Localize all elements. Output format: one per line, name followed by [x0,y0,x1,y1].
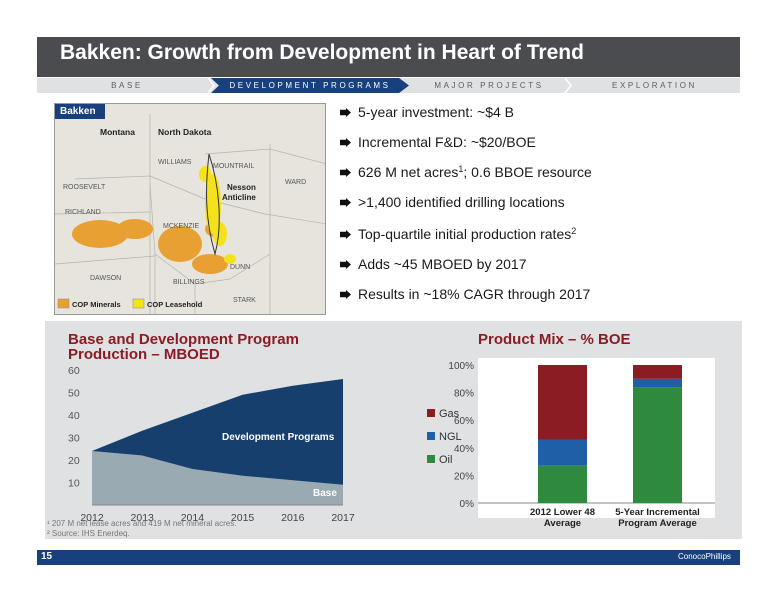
arrow-bullet-icon [340,230,351,239]
map-graphic: Montana North Dakota WILLIAMS MOUNTRAIL … [55,114,325,314]
state-label-north-dakota: North Dakota [158,127,212,137]
cop-leasehold-area [199,166,236,264]
product-mix-plot-bg [478,358,715,518]
legend-label-minerals: COP Minerals [72,300,121,309]
footnote-1: ¹ 207 M net lease acres and 419 M net mi… [47,519,237,528]
arrow-bullet-icon [340,260,351,269]
map-title: Bakken [55,104,105,119]
nav-bar: BASE DEVELOPMENT PROGRAMS MAJOR PROJECTS… [37,78,740,93]
arrow-bullet-icon [340,168,351,177]
nav-major-projects[interactable]: MAJOR PROJECTS [434,81,544,90]
county-label: MOUNTRAIL [213,163,254,170]
nav-development-programs[interactable]: DEVELOPMENT PROGRAMS [229,81,391,90]
county-label: WILLIAMS [158,159,192,166]
arrow-bullet-icon [340,138,351,147]
page-number: 15 [41,551,53,562]
county-label: RICHLAND [65,209,101,216]
production-chart-title: Base and Development Program Production … [68,331,299,363]
county-label: ROOSEVELT [63,184,106,191]
county-label: WARD [285,179,306,186]
legend-swatch-minerals [57,298,70,309]
chevron-right-icon [564,78,572,93]
legend-swatch-leasehold [132,298,145,309]
county-label: DAWSON [90,275,121,282]
chevron-right-icon [207,78,215,93]
anticline-label: Anticline [222,193,256,202]
nesson-anticline-outline [206,153,220,256]
county-label: MCKENZIE [163,223,200,230]
nesson-label: Nesson [227,183,256,192]
footer-bar [37,550,740,565]
arrow-bullet-icon [340,108,351,117]
state-label-montana: Montana [100,127,135,137]
county-label: DUNN [230,264,250,271]
bakken-map: Montana North Dakota WILLIAMS MOUNTRAIL … [54,103,326,315]
arrow-bullet-icon [340,290,351,299]
nav-base[interactable]: BASE [111,81,143,90]
nav-exploration[interactable]: EXPLORATION [612,81,697,90]
footnote-2: ² Source: IHS Enerdeq. [47,529,130,538]
nav-active-highlight [211,78,409,93]
arrow-bullet-icon [340,198,351,207]
county-label: STARK [233,297,256,304]
company-logo: ConocoPhillips [678,552,731,561]
legend-label-leasehold: COP Leasehold [147,300,203,309]
product-mix-chart-title: Product Mix – % BOE [478,331,631,348]
title-bar [37,37,740,77]
county-label: BILLINGS [173,279,205,286]
slide-title: Bakken: Growth from Development in Heart… [60,41,584,64]
